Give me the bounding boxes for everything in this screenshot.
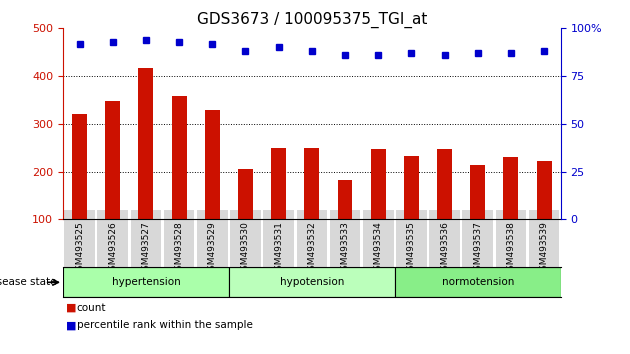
Bar [537, 161, 552, 219]
Text: hypertension: hypertension [112, 277, 180, 287]
Bar [72, 114, 87, 219]
Bar [338, 180, 353, 219]
Text: normotension: normotension [442, 277, 514, 287]
Bar [63, 267, 229, 297]
Text: count: count [77, 303, 106, 313]
Bar [171, 96, 186, 219]
Bar [304, 148, 319, 219]
Text: disease state: disease state [0, 277, 60, 287]
Bar [470, 165, 485, 219]
Bar [205, 110, 220, 219]
Text: percentile rank within the sample: percentile rank within the sample [77, 320, 253, 330]
Bar [370, 149, 386, 219]
Text: ■: ■ [66, 303, 77, 313]
Bar [503, 157, 518, 219]
Bar [404, 156, 419, 219]
Bar [238, 169, 253, 219]
Bar [105, 101, 120, 219]
Text: hypotension: hypotension [280, 277, 344, 287]
Bar [437, 149, 452, 219]
Bar [229, 267, 395, 297]
Text: ■: ■ [66, 320, 77, 330]
Bar [271, 148, 286, 219]
Title: GDS3673 / 100095375_TGI_at: GDS3673 / 100095375_TGI_at [197, 12, 427, 28]
Bar [395, 267, 561, 297]
Bar [139, 68, 154, 219]
